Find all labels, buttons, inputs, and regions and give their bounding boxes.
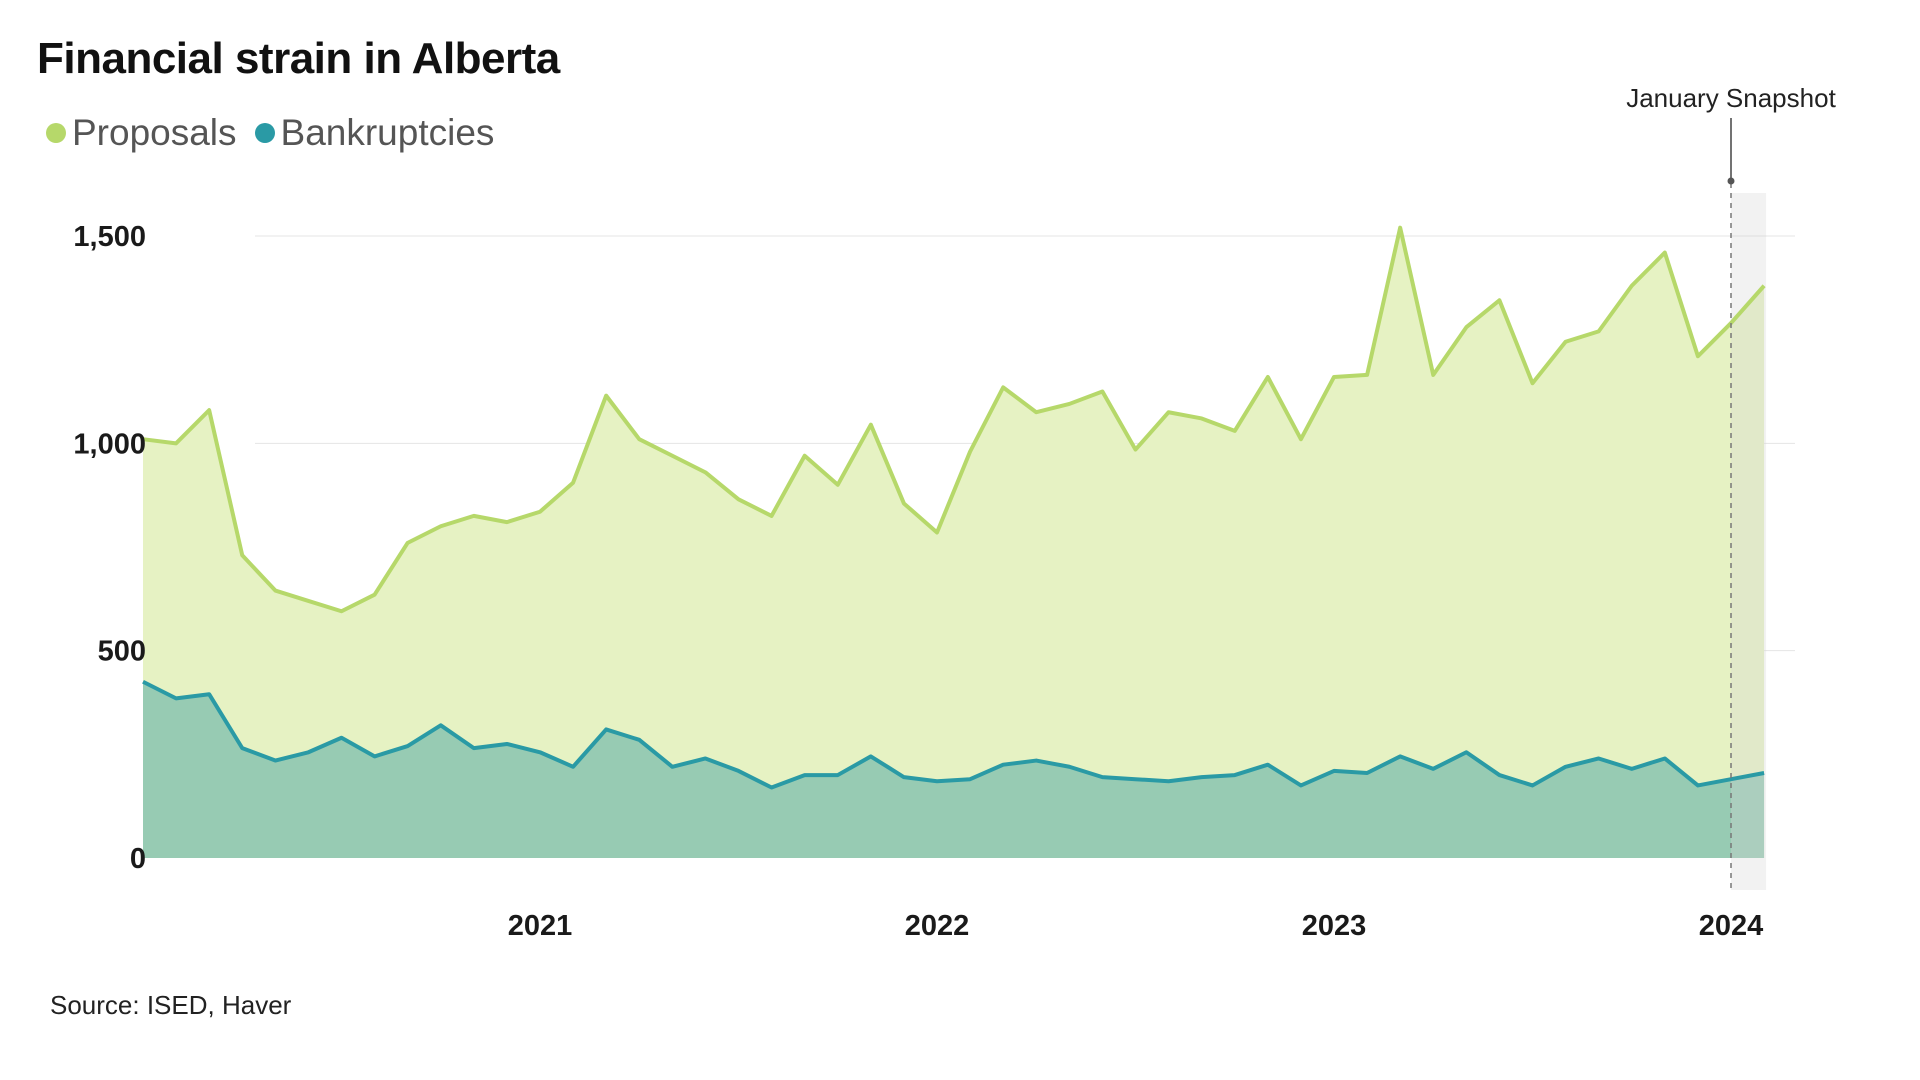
proposals-line xyxy=(142,225,1766,614)
source-note: Source: ISED, Haver xyxy=(50,990,292,1020)
chart-legend: Proposals Bankruptcies xyxy=(46,112,512,154)
bankruptcies-area xyxy=(143,681,1765,858)
legend-label-bankruptcies: Bankruptcies xyxy=(280,112,495,153)
x-tick-label: 2023 xyxy=(1302,910,1367,942)
y-axis: 0 500 1,000 1,500 xyxy=(73,221,146,875)
legend-label-proposals: Proposals xyxy=(72,112,237,153)
series-areas xyxy=(143,227,1765,858)
y-tick-label: 1,000 xyxy=(73,428,146,460)
y-tick-label: 500 xyxy=(98,636,146,668)
legend-item-bankruptcies: Bankruptcies xyxy=(254,112,495,154)
x-axis: 2021 2022 2023 2024 xyxy=(508,910,1764,942)
legend-item-proposals: Proposals xyxy=(46,112,237,154)
x-tick-label: 2022 xyxy=(905,910,970,942)
legend-swatch-bankruptcies xyxy=(254,123,275,143)
snapshot-shade xyxy=(1731,193,1767,890)
y-tick-label: 1,500 xyxy=(73,221,146,253)
annotation-label: January Snapshot xyxy=(1626,83,1836,113)
annotation-layer: January Snapshot xyxy=(1626,83,1837,890)
proposals-area xyxy=(143,227,1765,858)
series-lines xyxy=(142,225,1766,790)
legend-swatch-proposals xyxy=(46,123,66,143)
annotation-dot xyxy=(1727,177,1735,185)
bankruptcies-line xyxy=(142,679,1765,790)
chart-title: Financial strain in Alberta xyxy=(37,34,560,83)
snapshot-shade-layer xyxy=(1731,193,1767,890)
x-tick-label: 2024 xyxy=(1699,910,1764,942)
x-tick-label: 2021 xyxy=(508,910,573,942)
y-tick-label: 0 xyxy=(130,843,146,875)
